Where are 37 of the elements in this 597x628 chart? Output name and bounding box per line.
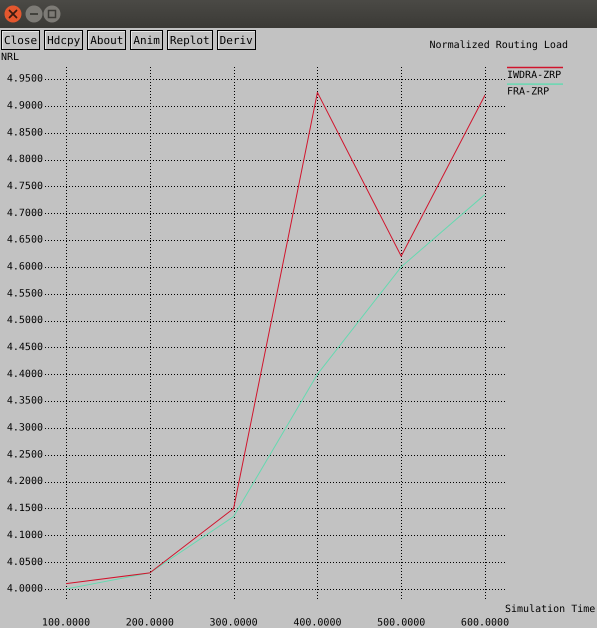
y-axis-title: NRL — [1, 52, 20, 63]
toolbar-button: About — [87, 30, 126, 50]
y-tick-label: 4.6000 — [6, 261, 43, 272]
x-tick-label: 600.0000 — [460, 618, 510, 628]
y-tick-label: 4.3500 — [6, 396, 43, 407]
y-tick-label: 4.8500 — [6, 127, 43, 138]
chart-title: Normalized Routing Load — [430, 40, 568, 51]
y-tick-label: 4.7500 — [6, 180, 43, 192]
y-tick-label: 4.1500 — [6, 503, 43, 514]
y-tick-label: 4.4000 — [6, 368, 43, 380]
y-tick-label: 4.9000 — [6, 100, 43, 112]
y-tick-label: 4.2000 — [6, 476, 43, 488]
x-axis-title: Simulation Time — [505, 604, 596, 615]
y-tick-label: 4.0000 — [6, 584, 43, 595]
y-tick-label: 4.6500 — [6, 234, 43, 246]
y-tick-label: 4.9500 — [6, 74, 43, 85]
y-tick-label: 4.5500 — [6, 288, 43, 300]
y-tick-label: 4.7000 — [6, 208, 43, 219]
x-tick-label: 500.0000 — [377, 618, 426, 628]
y-tick-label: 4.4500 — [6, 342, 43, 354]
text: FRA-ZRP — [507, 86, 550, 98]
toolbar-button: Anim — [130, 30, 163, 50]
y-tick-label: 4.0500 — [6, 556, 43, 568]
x-tick-label: 400.0000 — [293, 618, 342, 628]
toolbar-button: Close — [1, 30, 40, 50]
x-tick-label: 100.0000 — [42, 618, 90, 628]
y-tick-label: 4.5000 — [6, 315, 43, 326]
toolbar-button: Deriv — [216, 30, 256, 50]
y-tick-label: 4.1000 — [6, 530, 43, 541]
text: IWDRA-ZRP — [507, 70, 562, 81]
y-tick-label: 4.2500 — [6, 449, 43, 460]
toolbar-button: Hdcpy — [44, 30, 84, 50]
x-tick-label: 300.0000 — [210, 618, 258, 628]
y-tick-label: 4.8000 — [6, 154, 43, 166]
toolbar-button: Replot — [166, 30, 213, 50]
y-tick-label: 4.3000 — [6, 422, 43, 434]
x-tick-label: 200.0000 — [126, 618, 174, 628]
